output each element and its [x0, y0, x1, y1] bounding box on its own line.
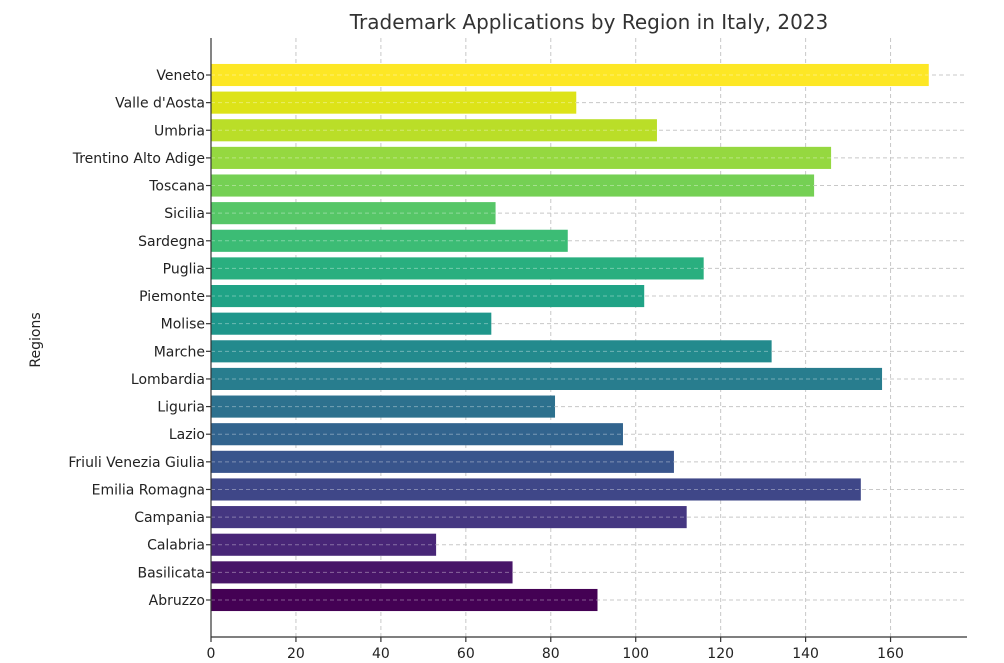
bar: [211, 202, 496, 225]
bar: [211, 257, 704, 280]
y-tick-label: Lazio: [169, 427, 205, 443]
bar: [211, 63, 929, 87]
x-axis-ticks: 0 20 40 60 80 100 120 140 160: [207, 637, 904, 662]
bar: [211, 312, 492, 335]
y-tick-label: Friuli Venezia Giulia: [68, 455, 205, 471]
axes: [210, 38, 967, 638]
x-tick-label: 140: [792, 646, 819, 662]
y-tick-label: Abruzzo: [149, 593, 205, 609]
x-tick-label: 40: [372, 646, 390, 662]
y-tick-label: Lombardia: [131, 372, 205, 388]
y-tick-label: Veneto: [156, 68, 205, 84]
y-tick-label: Valle d'Aosta: [115, 96, 205, 112]
bar: [211, 119, 657, 142]
y-tick-label: Campania: [134, 510, 205, 526]
y-tick-label: Sardegna: [138, 234, 205, 250]
y-tick-label: Emilia Romagna: [92, 482, 205, 498]
bar: [211, 533, 437, 556]
y-tick-label: Trentino Alto Adige: [72, 151, 205, 167]
x-tick-label: 160: [877, 646, 904, 662]
bar: [211, 367, 883, 390]
y-axis-label: Regions: [28, 312, 44, 367]
x-tick-label: 80: [542, 646, 560, 662]
y-tick-label: Sicilia: [164, 206, 205, 222]
chart-title: Trademark Applications by Region in Ital…: [349, 10, 829, 34]
bar: [211, 174, 815, 197]
bars: [211, 63, 929, 612]
bar: [211, 229, 568, 252]
x-tick-label: 60: [457, 646, 475, 662]
y-tick-label: Toscana: [148, 179, 205, 195]
bar: [211, 285, 645, 308]
y-tick-label: Molise: [161, 317, 205, 333]
x-tick-label: 0: [207, 646, 216, 662]
gridline-overlay: [211, 74, 929, 601]
y-tick-label: Puglia: [163, 261, 205, 277]
y-tick-label: Calabria: [147, 538, 205, 554]
bar: [211, 91, 577, 114]
y-tick-label: Umbria: [154, 123, 205, 139]
bar: [211, 478, 861, 501]
x-tick-label: 120: [707, 646, 734, 662]
y-axis-ticks: Abruzzo Basilicata Calabria Campania Emilia …: [68, 68, 211, 609]
bar: [211, 423, 623, 446]
bar: [211, 588, 598, 612]
y-tick-label: Piemonte: [139, 289, 205, 305]
y-tick-label: Basilicata: [138, 565, 206, 581]
x-tick-label: 100: [622, 646, 649, 662]
y-tick-label: Liguria: [157, 400, 205, 416]
y-tick-label: Marche: [154, 344, 205, 360]
bar: [211, 395, 556, 418]
bar: [211, 450, 674, 473]
bar: [211, 340, 772, 363]
bar: [211, 506, 687, 529]
bar: [211, 146, 832, 169]
bar: [211, 561, 513, 584]
x-tick-label: 20: [287, 646, 305, 662]
